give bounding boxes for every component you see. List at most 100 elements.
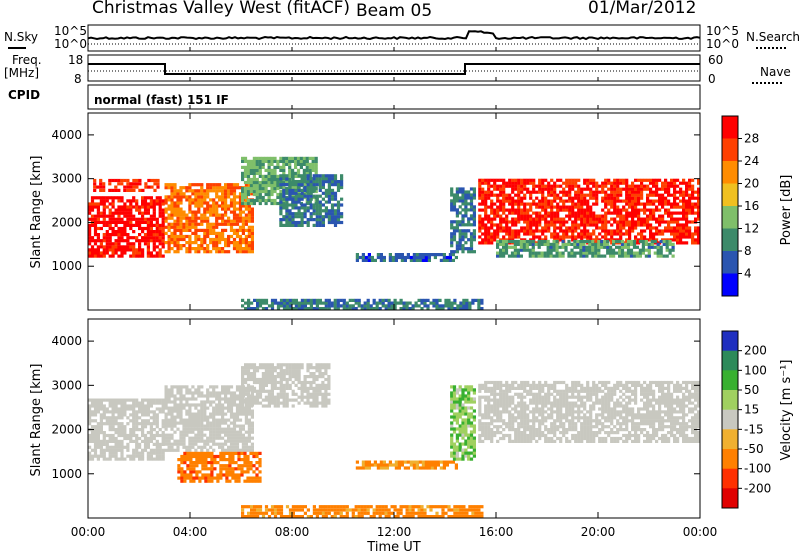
data-cell (324, 206, 328, 210)
data-cell (285, 398, 289, 402)
data-cell (243, 186, 248, 191)
data-cell (123, 223, 127, 227)
data-cell (610, 211, 614, 215)
data-cell (170, 192, 174, 196)
data-cell (640, 220, 644, 224)
data-cell (568, 190, 572, 194)
data-cell (138, 251, 142, 255)
data-cell (647, 242, 651, 246)
data-cell (164, 403, 168, 407)
data-cell (406, 255, 410, 260)
data-cell (314, 189, 318, 194)
data-cell (185, 412, 189, 416)
data-cell (197, 436, 201, 440)
data-cell (414, 301, 418, 305)
data-cell (315, 200, 319, 204)
data-cell (628, 226, 632, 230)
data-cell (126, 220, 130, 224)
data-cell (357, 304, 361, 308)
data-cell (258, 168, 262, 172)
data-cell (291, 200, 295, 204)
data-cell (297, 377, 301, 382)
data-cell (108, 410, 112, 414)
data-cell (697, 226, 701, 230)
data-cell (688, 205, 692, 209)
data-cell (123, 178, 127, 183)
data-cell (221, 192, 225, 196)
data-cell (191, 391, 195, 395)
data-cell (238, 430, 243, 434)
data-cell (537, 245, 541, 249)
data-cell (583, 193, 587, 197)
data-cell (300, 212, 304, 216)
data-cell (232, 394, 237, 398)
data-cell (114, 401, 118, 405)
data-cell (291, 218, 295, 222)
data-cell (149, 416, 153, 420)
data-cell (186, 454, 190, 459)
data-cell (597, 239, 601, 244)
data-cell (88, 223, 92, 227)
data-cell (221, 247, 225, 251)
data-cell (312, 180, 316, 184)
data-cell (537, 239, 541, 244)
data-cell (546, 251, 550, 255)
data-cell (182, 228, 186, 232)
data-cell (88, 217, 92, 221)
data-cell (467, 196, 471, 200)
data-cell (258, 392, 263, 396)
data-cell (665, 245, 669, 249)
data-cell (200, 445, 204, 449)
data-cell (213, 461, 217, 465)
data-cell (529, 208, 533, 212)
data-cell (241, 222, 245, 226)
data-cell (616, 184, 620, 188)
data-cell (170, 198, 174, 202)
data-cell (191, 183, 195, 187)
data-cell (481, 178, 485, 182)
data-cell (143, 436, 148, 441)
data-cell (487, 205, 491, 209)
data-cell (244, 439, 248, 443)
data-cell (496, 187, 500, 191)
data-cell (167, 448, 171, 452)
data-cell (558, 245, 562, 249)
data-cell (538, 220, 542, 224)
data-cell (553, 211, 557, 215)
data-cell (529, 196, 533, 200)
data-cell (164, 195, 168, 199)
data-cell (250, 228, 254, 232)
data-cell (197, 228, 201, 232)
data-cell (197, 247, 201, 251)
data-cell (90, 410, 95, 414)
data-cell (224, 388, 228, 392)
data-cell (270, 198, 274, 203)
data-cell (276, 159, 280, 163)
data-cell (200, 430, 204, 434)
data-cell (291, 171, 295, 175)
data-cell (297, 180, 301, 184)
data-cell (679, 232, 683, 236)
data-cell (250, 231, 254, 235)
data-cell (141, 404, 145, 408)
data-cell (219, 467, 223, 471)
data-cell (520, 202, 524, 206)
data-cell (472, 232, 476, 236)
data-cell (247, 433, 251, 437)
data-cell (324, 372, 328, 376)
data-cell (120, 211, 124, 215)
data-cell (206, 195, 210, 199)
data-cell (264, 298, 269, 302)
data-cell (610, 202, 614, 206)
data-cell (228, 464, 232, 468)
data-cell (206, 222, 210, 226)
data-cell (176, 244, 180, 248)
data-cell (141, 419, 145, 423)
data-cell (405, 307, 409, 311)
data-cell (556, 211, 560, 215)
data-cell (461, 214, 465, 218)
data-cell (321, 197, 325, 201)
data-cell (164, 400, 168, 404)
data-cell (694, 229, 698, 233)
